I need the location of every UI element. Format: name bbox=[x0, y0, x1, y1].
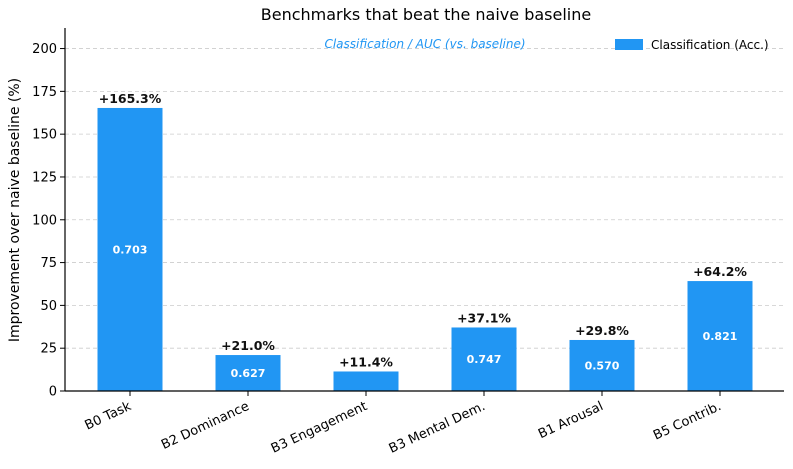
bar-value-label: 0.703 bbox=[113, 243, 148, 256]
bar-pct-label: +37.1% bbox=[457, 310, 511, 325]
chart-annotation: Classification / AUC (vs. baseline) bbox=[324, 37, 525, 51]
legend: Classification (Acc.) bbox=[615, 38, 769, 52]
x-ticks: B0 Task B2 Dominance B3 Engagement B3 Menta… bbox=[83, 391, 724, 457]
grid bbox=[65, 48, 784, 349]
y-axis-label: Improvement over naive baseline (%) bbox=[7, 78, 23, 342]
bar-value-label: 0.570 bbox=[585, 359, 620, 372]
axes bbox=[64, 28, 784, 392]
bar bbox=[215, 355, 281, 391]
bar-pct-label: +21.0% bbox=[221, 338, 275, 353]
bar bbox=[333, 371, 399, 391]
x-tick-label: B0 Task bbox=[83, 399, 135, 434]
bar-value-label: 0.627 bbox=[231, 367, 266, 380]
bar-labels: +165.3% 0.703 +21.0% 0.627 +11.4% +37.1% 0.747… bbox=[99, 91, 748, 380]
bar-pct-label: +29.8% bbox=[575, 323, 629, 338]
x-tick-label: B1 Arousal bbox=[536, 399, 606, 442]
bar bbox=[687, 281, 753, 391]
y-tick-label: 150 bbox=[32, 128, 57, 143]
x-tick-label: B5 Contrib. bbox=[651, 399, 724, 443]
x-tick-label: B2 Dominance bbox=[159, 399, 252, 453]
bar bbox=[451, 327, 517, 391]
y-tick-label: 175 bbox=[32, 85, 57, 100]
y-tick-label: 75 bbox=[40, 256, 57, 271]
bar-pct-label: +64.2% bbox=[693, 264, 747, 279]
x-tick-label: B3 Engagement bbox=[269, 399, 370, 457]
y-tick-label: 200 bbox=[32, 42, 57, 57]
chart-title: Benchmarks that beat the naive baseline bbox=[261, 5, 591, 24]
bar-pct-label: +11.4% bbox=[339, 354, 393, 369]
bar bbox=[569, 339, 635, 391]
bar-value-label: 0.821 bbox=[703, 330, 738, 343]
y-tick-label: 100 bbox=[32, 213, 57, 228]
legend-swatch bbox=[615, 39, 643, 50]
y-tick-label: 50 bbox=[40, 299, 57, 314]
bars bbox=[97, 107, 753, 391]
y-tick-label: 125 bbox=[32, 170, 57, 185]
y-tick-label: 25 bbox=[40, 342, 57, 357]
y-tick-label: 0 bbox=[49, 385, 57, 400]
bar-value-label: 0.747 bbox=[467, 353, 502, 366]
x-tick-label: B3 Mental Dem. bbox=[387, 399, 488, 457]
bar-pct-label: +165.3% bbox=[99, 91, 162, 106]
legend-label: Classification (Acc.) bbox=[651, 38, 769, 52]
bar bbox=[97, 107, 163, 391]
y-ticks: 0 25 50 75 100 125 150 175 200 bbox=[32, 42, 65, 400]
